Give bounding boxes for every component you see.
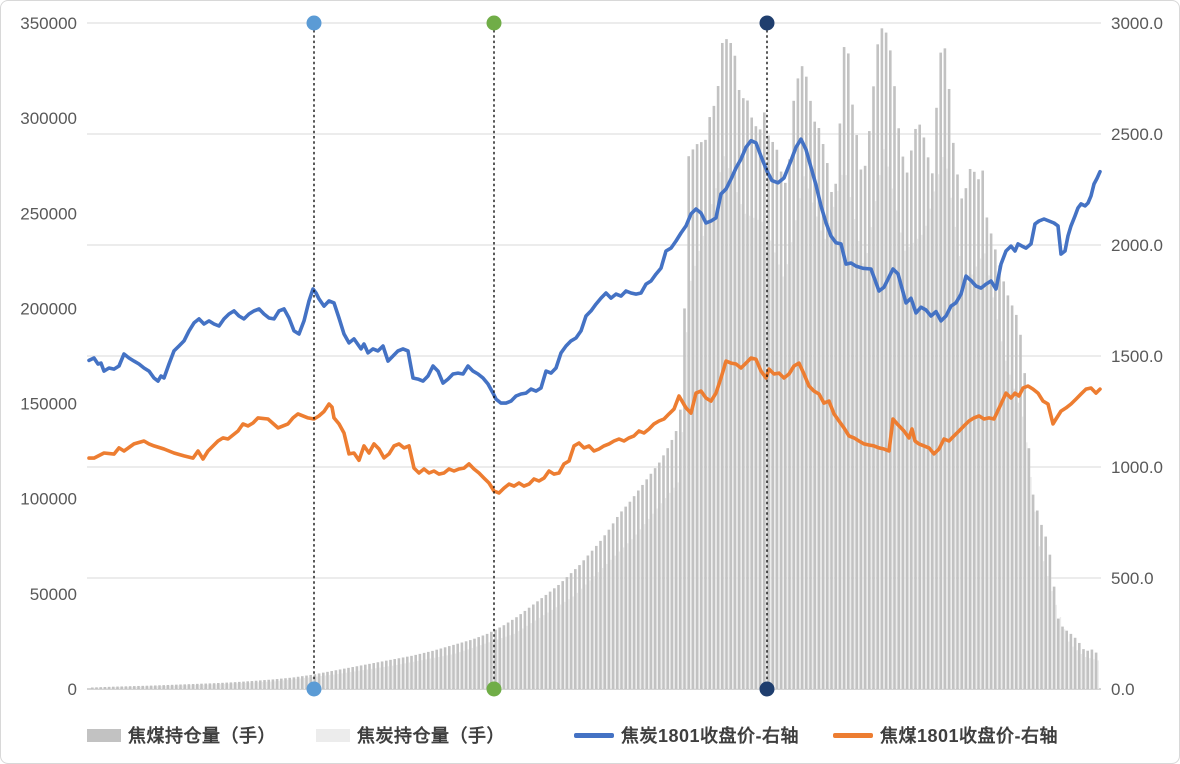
legend-swatch-jiaotan-bar	[316, 728, 350, 742]
legend-item-jiaomei-1801-close: 焦煤1801收盘价-右轴	[833, 722, 1058, 748]
left-axis-tick-labels: 350000 300000 250000 200000 150000 100000 5000…	[20, 14, 77, 699]
left-axis-tick-label: 350000	[20, 14, 77, 33]
legend-label-jiaotan-open-interest: 焦炭持仓量（手）	[357, 726, 505, 746]
right-axis-tick-label: 2500.0	[1111, 125, 1163, 144]
marker-navy	[759, 15, 775, 697]
right-axis-tick-label: 500.0	[1111, 569, 1154, 588]
right-axis-tick-label: 2000.0	[1111, 236, 1163, 255]
bars-jiaomei-open-interest	[91, 28, 1098, 690]
legend-item-jiaomei-open-interest: 焦煤持仓量（手）	[87, 722, 276, 748]
legend-label-jiaotan-1801-close: 焦炭1801收盘价-右轴	[621, 726, 800, 746]
right-axis-tick-label: 1000.0	[1111, 458, 1163, 477]
legend-item-jiaotan-1801-close: 焦炭1801收盘价-右轴	[574, 722, 799, 748]
legend-swatch-jiaotan-line	[574, 732, 614, 738]
left-axis-tick-label: 300000	[20, 109, 77, 128]
legend-label-jiaomei-open-interest: 焦煤持仓量（手）	[128, 726, 276, 746]
marker-light-blue	[306, 15, 322, 697]
bars-jiaotan-open-interest	[93, 149, 1099, 690]
left-axis-tick-label: 0	[68, 680, 77, 699]
left-axis-tick-label: 100000	[20, 490, 77, 509]
left-axis-tick-label: 50000	[30, 585, 77, 604]
line-jiaomei-1801-close	[87, 356, 1102, 495]
legend-label-jiaomei-1801-close: 焦煤1801收盘价-右轴	[880, 726, 1059, 746]
legend-swatch-jiaomei-bar	[87, 728, 121, 742]
legend-item-jiaotan-open-interest: 焦炭持仓量（手）	[316, 722, 505, 748]
left-axis-tick-label: 150000	[20, 395, 77, 414]
chart-legend: 焦煤持仓量（手） 焦炭持仓量（手） 焦炭1801收盘价-右轴 焦煤1801收盘价…	[1, 722, 1179, 752]
right-axis-tick-label: 3000.0	[1111, 14, 1163, 33]
marker-green	[486, 15, 502, 697]
right-axis-tick-labels: 3000.0 2500.0 2000.0 1500.0 1000.0 500.0 0.0	[1111, 14, 1163, 699]
left-axis-tick-label: 250000	[20, 204, 77, 223]
left-axis-tick-label: 200000	[20, 299, 77, 318]
right-axis-tick-label: 0.0	[1111, 680, 1135, 699]
line-jiaotan-1801-close	[87, 137, 1102, 405]
right-axis-tick-label: 1500.0	[1111, 347, 1163, 366]
legend-swatch-jiaomei-line	[833, 732, 873, 738]
